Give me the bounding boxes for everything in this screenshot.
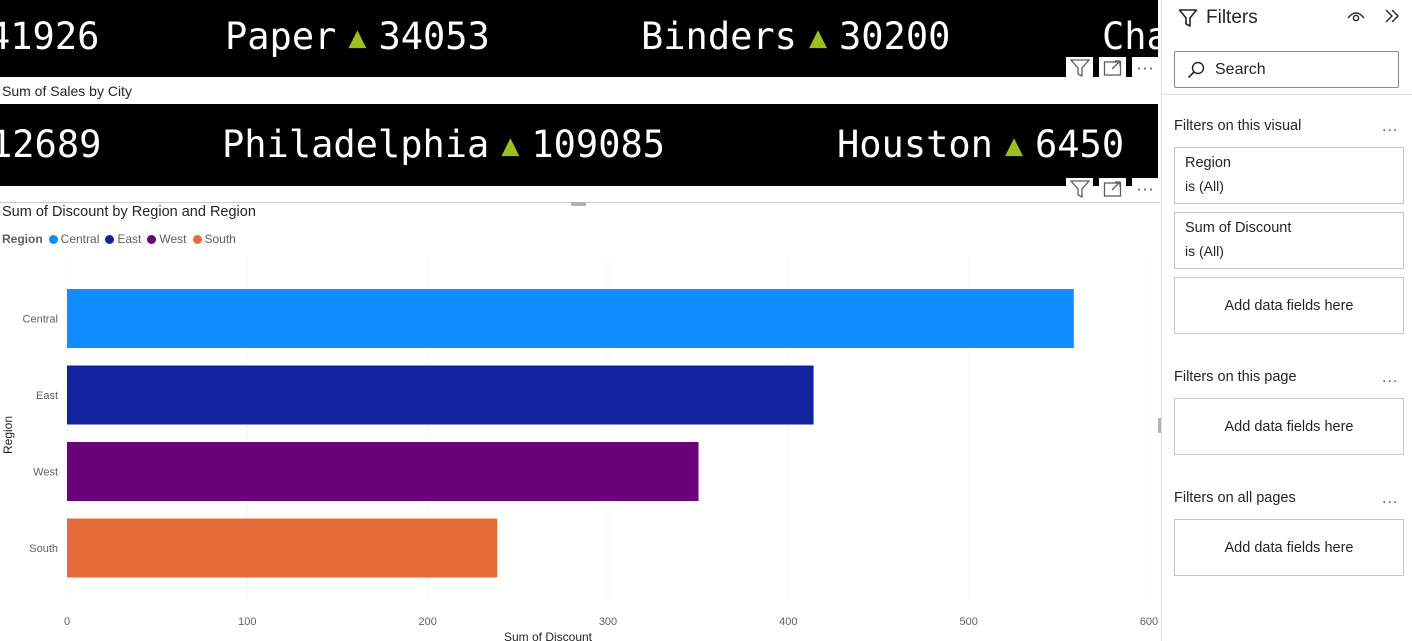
filters-pane: Filters Search Filters on this visual ..… <box>1161 0 1412 641</box>
eye-icon[interactable] <box>1346 8 1366 24</box>
filters-pane-title: Filters <box>1206 7 1258 28</box>
section-label-page: Filters on this page <box>1174 369 1297 385</box>
filter-card-name: Region <box>1185 155 1231 171</box>
discount-bar-chart: 0 100 200 300 400 500 600 Central East West South S… <box>1 262 1158 641</box>
x-tick-label: 100 <box>238 616 256 628</box>
ticker-label: Binders <box>641 15 797 58</box>
up-arrow-icon: ▲ <box>348 20 367 55</box>
ticker-item: 41926 <box>0 15 99 58</box>
legend-label: Central <box>60 232 100 246</box>
filter-icon[interactable] <box>1066 178 1093 200</box>
ticker-value: 30200 <box>839 15 951 58</box>
add-data-fields-visual[interactable]: Add data fields here <box>1174 277 1404 334</box>
section-label-all-pages: Filters on all pages <box>1174 490 1296 506</box>
bar-west[interactable] <box>67 442 699 501</box>
legend-label: East <box>117 232 142 246</box>
y-axis-title: Region <box>1 416 15 454</box>
bar-south[interactable] <box>67 518 498 578</box>
legend-item-east[interactable]: East <box>105 232 141 246</box>
x-axis-title: Sum of Discount <box>504 630 593 641</box>
section-more-button[interactable]: ... <box>1382 118 1399 135</box>
legend-title: Region <box>2 232 43 246</box>
add-data-fields-page[interactable]: Add data fields here <box>1174 398 1404 455</box>
legend-item-west[interactable]: West <box>147 232 187 246</box>
ticker-item: Cha <box>1102 15 1158 58</box>
ticker-item: 12689 <box>0 123 101 166</box>
filter-card-region[interactable]: Region is (All) <box>1174 147 1404 204</box>
ticker-label: Philadelphia <box>222 123 490 166</box>
ticker-label: Houston <box>837 123 993 166</box>
legend-item-central[interactable]: Central <box>48 232 100 246</box>
bar-east[interactable] <box>67 365 814 425</box>
chart-title: Sum of Discount by Region and Region <box>2 204 256 220</box>
x-tick-label: 300 <box>599 616 617 628</box>
ticker-label: Cha <box>1102 15 1158 58</box>
ticker-label: Paper <box>225 15 337 58</box>
ticker-city: 12689 Philadelphia ▲ 109085 Houston ▲ 6450 <box>0 104 1158 186</box>
section-more-button[interactable]: ... <box>1382 490 1399 507</box>
resize-handle-right[interactable] <box>1158 418 1162 433</box>
search-icon <box>1187 61 1205 78</box>
bar-central[interactable] <box>67 289 1074 348</box>
ticker-value: 34053 <box>378 15 490 58</box>
x-tick-label: 0 <box>64 616 70 628</box>
ticker-item: Paper ▲ 34053 <box>225 15 490 58</box>
visual-header: ··· <box>1066 57 1159 79</box>
legend-label: South <box>204 232 236 246</box>
x-tick-label: 500 <box>959 616 977 628</box>
ticker-item: Philadelphia ▲ 109085 <box>222 123 665 166</box>
more-options-icon[interactable]: ··· <box>1132 178 1159 200</box>
filters-search-input[interactable]: Search <box>1174 51 1399 88</box>
more-glyph: ··· <box>1136 179 1155 199</box>
ticker-category: 41926 Paper ▲ 34053 Binders ▲ 30200 Cha <box>0 0 1158 77</box>
legend-dot <box>147 234 157 244</box>
filters-pane-header: Filters <box>1178 7 1258 29</box>
filter-icon[interactable] <box>1066 57 1093 79</box>
search-placeholder: Search <box>1215 60 1266 78</box>
up-arrow-icon: ▲ <box>808 20 827 55</box>
filter-card-name: Sum of Discount <box>1185 220 1292 236</box>
focus-mode-icon[interactable] <box>1099 57 1126 79</box>
pane-divider <box>1162 94 1412 95</box>
legend-label: West <box>159 232 187 246</box>
filter-card-state: is (All) <box>1185 178 1224 194</box>
ticker-value: 12689 <box>0 123 102 166</box>
x-tick-label: 400 <box>779 616 797 628</box>
filter-icon <box>1178 9 1198 27</box>
visual-header: ··· <box>1066 178 1159 200</box>
x-tick-label: 200 <box>418 616 436 628</box>
up-arrow-icon: ▲ <box>501 128 520 163</box>
legend-dot <box>48 234 58 244</box>
collapse-pane-icon[interactable] <box>1382 8 1402 24</box>
filter-card-state: is (All) <box>1185 243 1224 259</box>
y-tick-label: Central <box>23 314 58 326</box>
y-tick-label: South <box>29 543 58 555</box>
more-glyph: ··· <box>1136 58 1155 78</box>
ticker-value: 41926 <box>0 15 100 58</box>
ticker-item: Binders ▲ 30200 <box>641 15 950 58</box>
y-tick-label: West <box>33 467 58 479</box>
legend-dot <box>192 234 202 244</box>
ticker-item: Houston ▲ 6450 <box>837 123 1124 166</box>
legend-item-south[interactable]: South <box>192 232 236 246</box>
ticker-value: 109085 <box>531 123 666 166</box>
x-tick-label: 600 <box>1140 616 1158 628</box>
y-tick-label: East <box>36 390 58 402</box>
focus-mode-icon[interactable] <box>1099 178 1126 200</box>
legend-dot <box>105 234 115 244</box>
chart-legend: Region Central East West South <box>2 232 242 246</box>
section-label-visual: Filters on this visual <box>1174 118 1302 134</box>
resize-handle-top[interactable] <box>571 202 586 206</box>
up-arrow-icon: ▲ <box>1004 128 1023 163</box>
ticker-value: 6450 <box>1035 123 1125 166</box>
more-options-icon[interactable]: ··· <box>1132 57 1159 79</box>
add-data-fields-all-pages[interactable]: Add data fields here <box>1174 519 1404 576</box>
filter-card-sum-of-discount[interactable]: Sum of Discount is (All) <box>1174 212 1404 269</box>
section-more-button[interactable]: ... <box>1382 369 1399 386</box>
visual-title: Sum of Sales by City <box>2 83 132 99</box>
